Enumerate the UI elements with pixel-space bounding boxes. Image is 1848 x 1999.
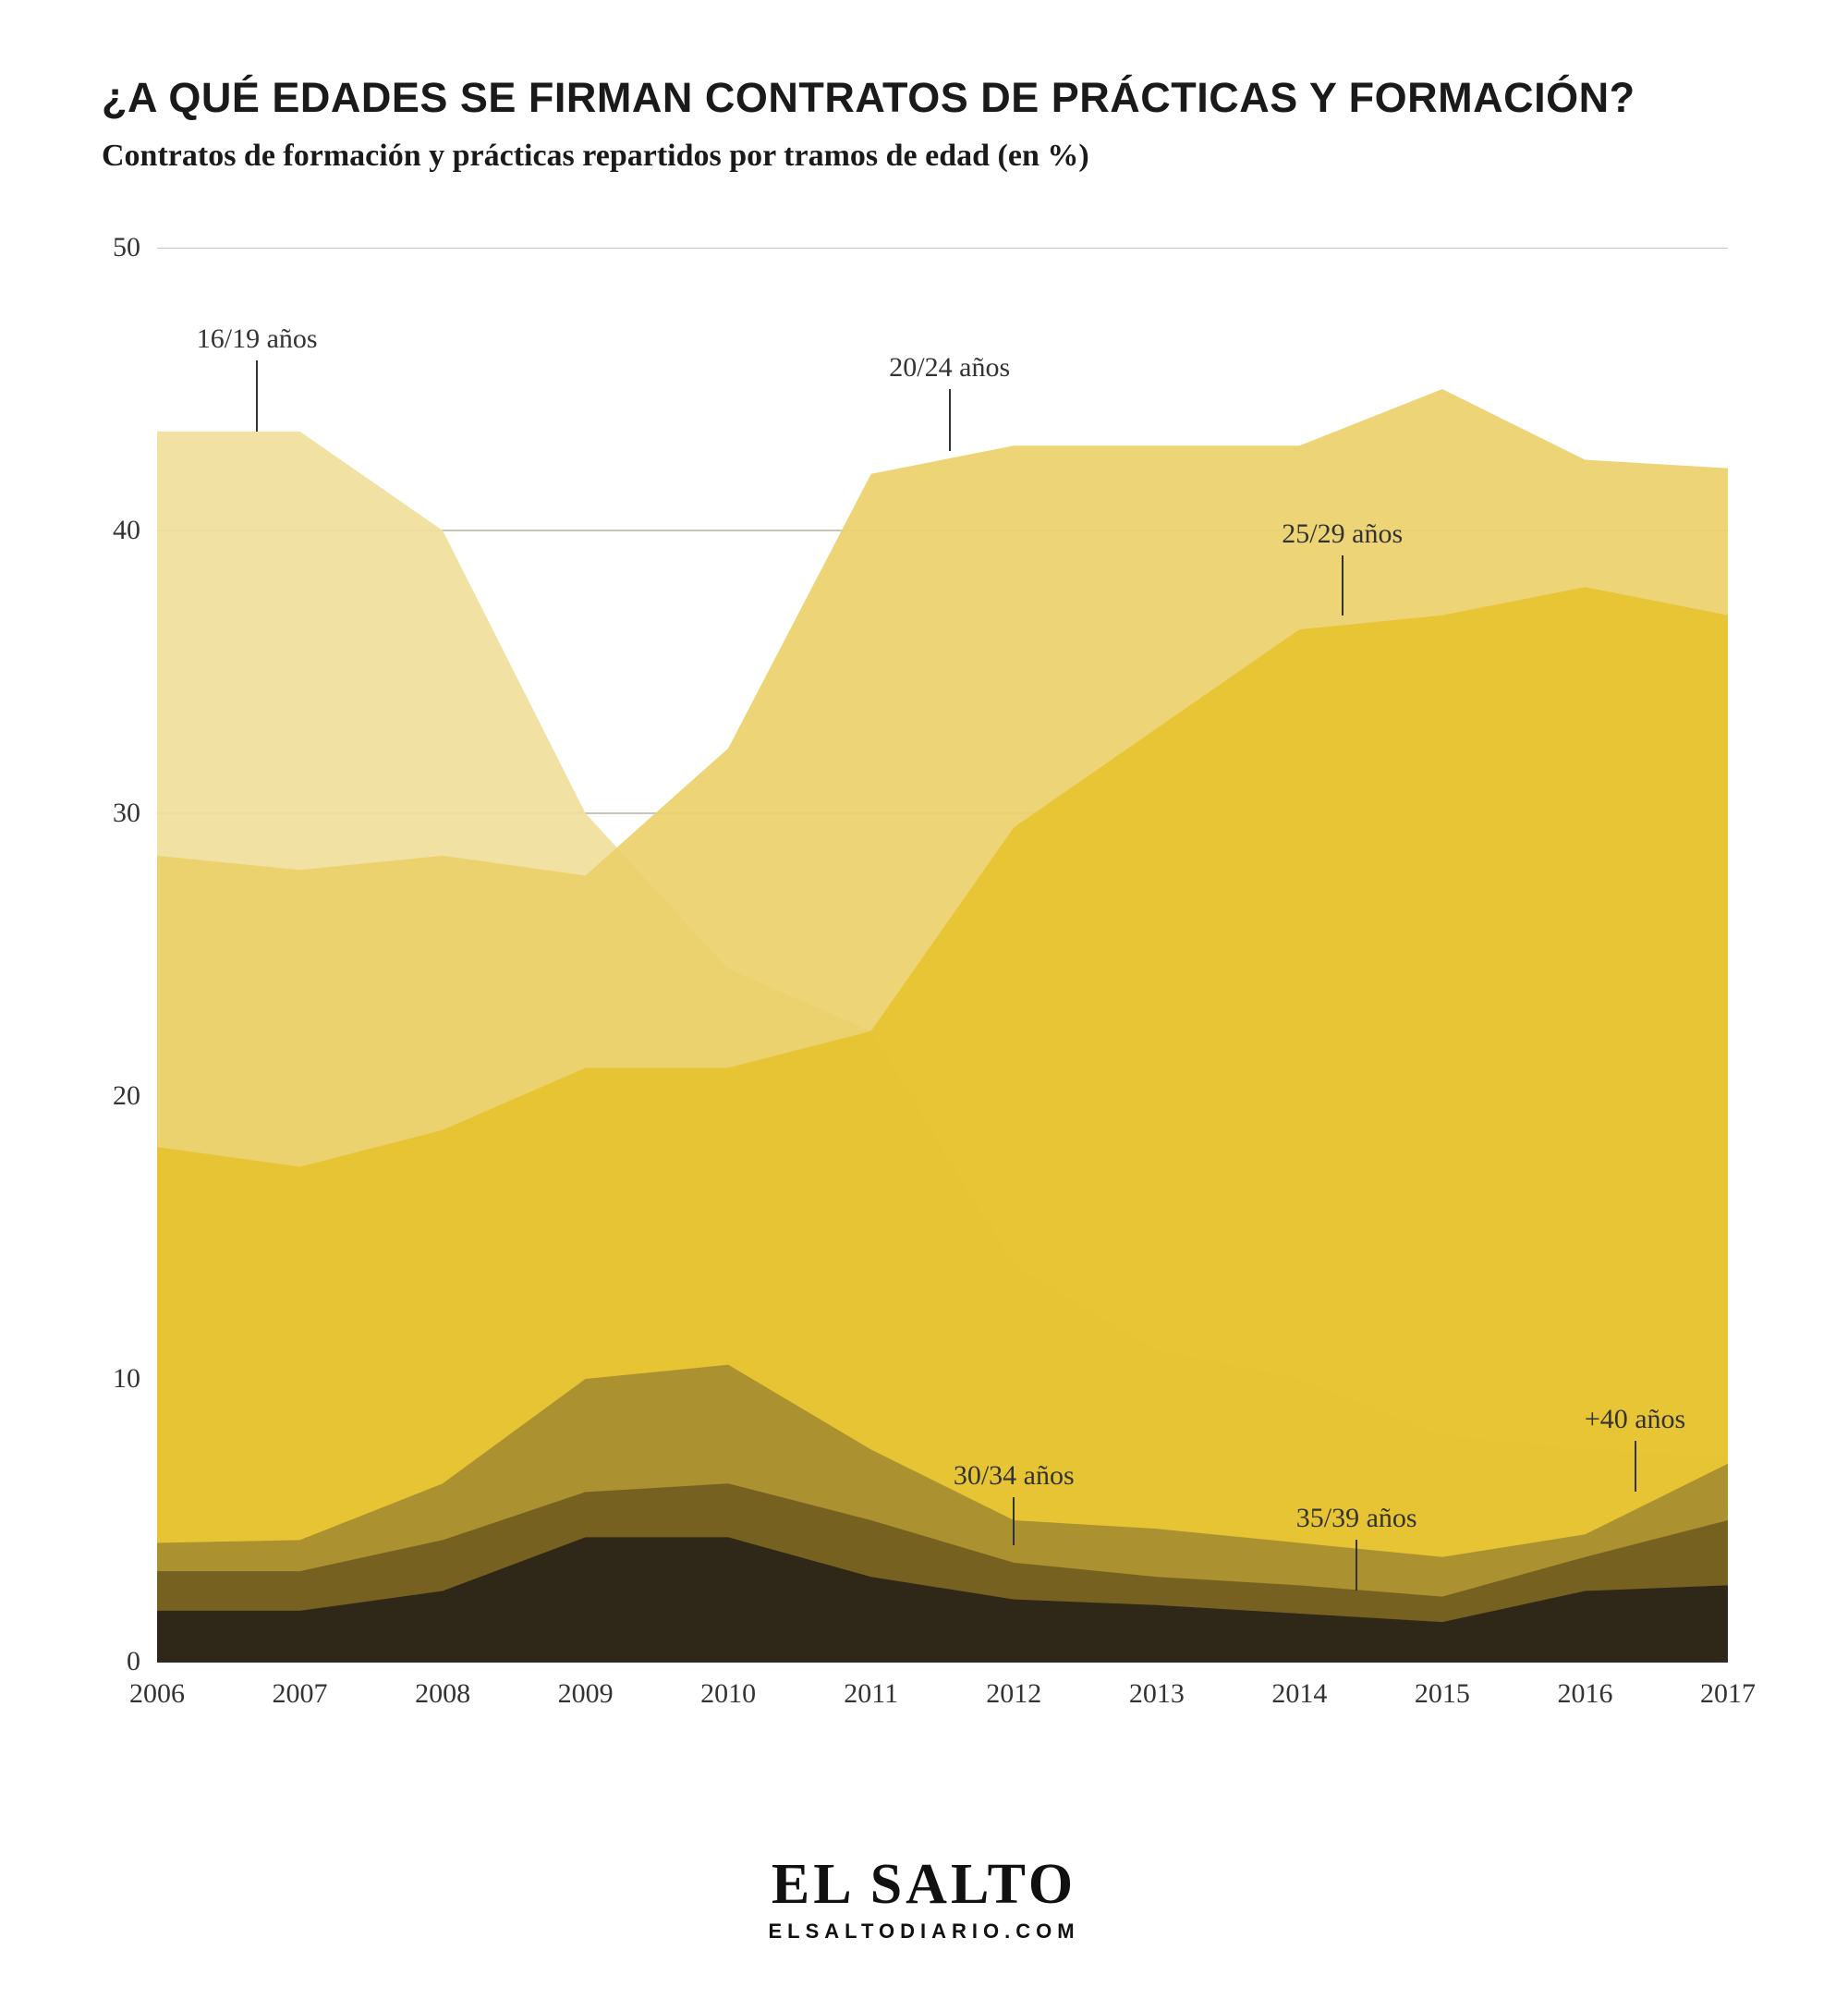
series-label-tick (256, 360, 258, 432)
series-label-tick (1635, 1441, 1636, 1492)
brand-block: EL SALTO ELSALTODIARIO.COM (768, 1852, 1079, 1944)
series-label: 35/39 años (1296, 1503, 1417, 1534)
x-tick-label: 2016 (1557, 1678, 1612, 1710)
y-tick-label: 40 (102, 515, 140, 546)
x-tick-label: 2011 (844, 1678, 898, 1710)
x-tick-label: 2006 (129, 1678, 185, 1710)
series-label: +40 años (1585, 1404, 1685, 1435)
chart-title: ¿A QUÉ EDADES SE FIRMAN CONTRATOS DE PRÁ… (102, 74, 1746, 122)
page: ¿A QUÉ EDADES SE FIRMAN CONTRATOS DE PRÁ… (0, 0, 1848, 1999)
chart-svg (102, 248, 1728, 1664)
x-tick-label: 2012 (986, 1678, 1041, 1710)
series-label-tick (1356, 1540, 1357, 1591)
x-tick-label: 2009 (558, 1678, 614, 1710)
brand-url: ELSALTODIARIO.COM (768, 1920, 1079, 1944)
x-tick-label: 2015 (1415, 1678, 1470, 1710)
series-label: 20/24 años (889, 352, 1010, 384)
y-tick-label: 10 (102, 1363, 140, 1395)
y-tick-label: 0 (102, 1646, 140, 1677)
series-label: 16/19 años (197, 323, 318, 355)
x-tick-label: 2017 (1700, 1678, 1756, 1710)
y-tick-label: 30 (102, 798, 140, 829)
area-chart: 0102030405020062007200820092010201120122… (102, 248, 1728, 1726)
x-tick-label: 2014 (1271, 1678, 1327, 1710)
x-tick-label: 2007 (273, 1678, 328, 1710)
x-tick-label: 2008 (415, 1678, 470, 1710)
y-tick-label: 50 (102, 232, 140, 263)
y-tick-label: 20 (102, 1080, 140, 1112)
series-label-tick (949, 389, 951, 451)
x-tick-label: 2013 (1129, 1678, 1185, 1710)
series-label: 30/34 años (954, 1460, 1075, 1492)
x-tick-label: 2010 (700, 1678, 756, 1710)
brand-logo-text: EL SALTO (768, 1852, 1079, 1918)
series-label: 25/29 años (1282, 518, 1403, 550)
series-label-tick (1013, 1497, 1015, 1545)
chart-subtitle: Contratos de formación y prácticas repar… (102, 139, 1746, 174)
series-label-tick (1342, 555, 1343, 615)
